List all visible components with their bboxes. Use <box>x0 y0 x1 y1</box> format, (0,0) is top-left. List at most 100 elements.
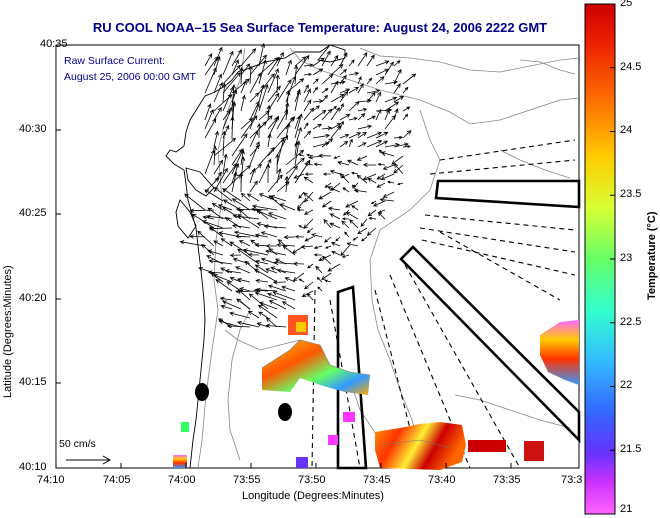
current-vector <box>321 255 332 265</box>
current-vector <box>263 224 287 229</box>
current-vector <box>267 292 287 301</box>
current-vector <box>366 227 377 236</box>
current-vector <box>339 69 347 76</box>
current-vector <box>208 226 224 238</box>
sst-patch-east <box>540 320 579 385</box>
current-vector <box>294 234 305 239</box>
current-vector <box>345 200 359 208</box>
current-vector <box>366 131 383 139</box>
x-tick-label: 74:00 <box>168 474 196 486</box>
current-vector <box>312 78 319 85</box>
current-vector <box>267 133 272 148</box>
current-vector <box>357 142 367 148</box>
current-vector <box>366 91 376 103</box>
current-vector <box>348 100 360 112</box>
current-vector <box>367 209 377 217</box>
current-vector <box>285 90 291 112</box>
current-vector <box>247 252 260 258</box>
current-vector <box>197 230 215 247</box>
current-vector <box>357 107 368 112</box>
scale-label: 50 cm/s <box>59 438 96 450</box>
y-tick-label: 40:35 <box>40 38 68 50</box>
current-vector <box>256 123 262 139</box>
current-vector <box>251 204 278 211</box>
current-vector <box>294 159 311 184</box>
x-tick-label: 73:40 <box>428 474 456 486</box>
current-vector <box>339 90 349 103</box>
current-vector <box>370 200 377 205</box>
current-vector <box>397 182 404 186</box>
current-vector <box>333 155 341 159</box>
current-vector <box>293 261 305 266</box>
colorbar-tick-label: 22 <box>620 379 633 391</box>
current-vector <box>282 245 296 256</box>
y-tick-label: 40:30 <box>19 123 47 135</box>
current-vector <box>362 173 377 181</box>
current-vector <box>375 60 390 67</box>
current-vector <box>345 211 359 220</box>
current-vector <box>222 188 242 202</box>
current-vector <box>402 130 412 139</box>
current-vector <box>357 227 368 235</box>
current-vector <box>330 80 339 94</box>
current-vector <box>222 300 242 310</box>
current-vector <box>346 242 359 247</box>
current-vector <box>255 278 269 284</box>
current-vector <box>339 140 349 148</box>
current-vector <box>267 85 281 103</box>
current-vector <box>281 285 296 292</box>
current-vector <box>349 219 359 229</box>
current-vector <box>330 105 337 112</box>
current-vector <box>357 112 366 121</box>
current-vector <box>304 172 314 176</box>
current-vector <box>244 260 260 274</box>
current-vector <box>208 259 233 265</box>
current-vector <box>339 172 350 184</box>
x-tick-label: 73:45 <box>363 474 391 486</box>
current-vector <box>267 212 287 220</box>
current-vector <box>375 131 389 139</box>
current-vector <box>307 263 314 269</box>
current-vector <box>313 253 323 257</box>
current-vector <box>382 191 395 198</box>
current-vector <box>221 130 227 157</box>
current-vector <box>189 208 215 213</box>
current-vector <box>321 87 329 94</box>
current-vector <box>393 68 402 85</box>
current-vector <box>377 211 386 220</box>
current-vector <box>258 301 278 310</box>
current-vector <box>402 113 409 121</box>
current-vector <box>222 153 228 175</box>
current-vector <box>222 106 233 130</box>
current-vector <box>249 103 260 130</box>
current-vector <box>362 162 377 168</box>
current-vector <box>346 159 359 166</box>
current-vector <box>393 95 405 103</box>
current-vector <box>331 250 341 256</box>
current-vector <box>258 83 269 112</box>
current-vector <box>312 109 327 121</box>
colorbar-tick-label: 24.5 <box>620 61 642 73</box>
current-vector <box>231 171 238 193</box>
current-vector <box>348 132 362 139</box>
current-vector <box>352 236 359 241</box>
current-vector <box>303 130 312 139</box>
current-vector <box>321 126 333 131</box>
colorbar-tick-label: 21 <box>620 503 633 515</box>
current-vector <box>330 107 340 121</box>
current-vector <box>357 131 367 139</box>
sst-patch-west <box>262 340 370 395</box>
current-vector <box>402 73 417 85</box>
current-vector <box>342 187 350 193</box>
current-vector <box>285 78 305 94</box>
current-vector <box>324 182 332 188</box>
current-vector <box>294 113 303 139</box>
current-vector <box>213 73 223 94</box>
current-vector <box>368 216 377 220</box>
current-vector <box>240 48 257 67</box>
current-vector <box>393 142 409 148</box>
current-vector <box>235 207 260 212</box>
current-vector <box>254 291 278 301</box>
current-vector <box>357 124 373 130</box>
